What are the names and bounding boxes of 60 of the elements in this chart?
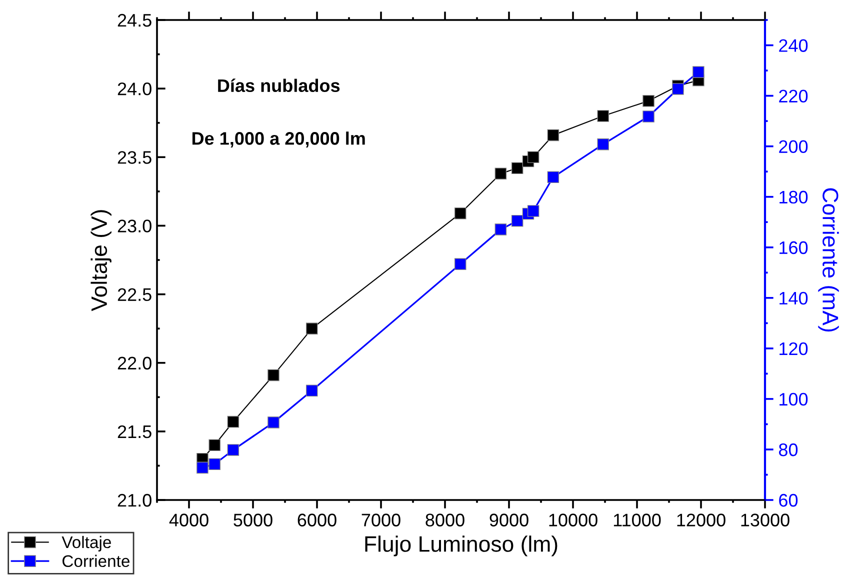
annotation: Días nublados (218, 78, 340, 92)
point (597, 110, 609, 122)
y2-axis-title: Corriente (mA) (818, 188, 839, 332)
point (454, 258, 466, 270)
point (306, 384, 318, 397)
y-tick-label: 23.5 (118, 151, 152, 164)
point (227, 416, 240, 428)
x-tick-label: 11000 (614, 514, 661, 526)
point (642, 110, 654, 122)
point (547, 129, 560, 142)
point (306, 322, 318, 334)
y-tick-label: 23.0 (118, 220, 152, 232)
point (494, 224, 507, 236)
point (527, 151, 540, 164)
point (511, 214, 524, 227)
point (547, 171, 560, 184)
y2-tick-label: 180 (780, 190, 808, 204)
y2-tick-label: 220 (779, 90, 808, 103)
x-tick-label: 5000 (234, 514, 272, 526)
point (227, 444, 240, 456)
x-axis-title: Flujo Luminoso (lm) (365, 536, 558, 556)
point (454, 207, 466, 220)
y2-tick-label: 120 (780, 342, 808, 356)
point (692, 66, 704, 78)
y2-tick-label: 60 (779, 494, 798, 507)
annotation: De 1,000 a 20,000 lm (192, 132, 365, 148)
x-tick-label: 8000 (426, 514, 464, 526)
x-tick-label: 7000 (362, 514, 400, 526)
point (672, 83, 684, 95)
y-tick-label: 21.0 (118, 494, 152, 507)
y-axis-title: Voltaje (V) (90, 210, 112, 312)
y-tick-label: 21.5 (118, 425, 152, 438)
y-tick-label: 24.5 (118, 14, 152, 27)
point (208, 458, 221, 470)
x-tick-label: 13000 (741, 514, 790, 526)
point (494, 168, 507, 180)
y2-tick-label: 100 (780, 392, 808, 406)
point (511, 162, 524, 174)
y2-tick-label: 140 (780, 292, 808, 305)
x-tick-label: 6000 (298, 514, 336, 526)
x-tick-label: 12000 (677, 514, 726, 526)
point (208, 439, 221, 452)
y2-tick-label: 160 (780, 241, 808, 254)
point (597, 138, 609, 150)
legend-label: Corriente (62, 554, 130, 568)
y-tick-label: 22.5 (118, 288, 152, 302)
y2-tick-label: 80 (778, 443, 798, 456)
point (196, 462, 208, 474)
legend-label: Voltaje (62, 536, 111, 552)
point (527, 205, 540, 217)
y-tick-label: 22.0 (118, 356, 152, 370)
x-tick-label: 10000 (549, 514, 598, 526)
point (268, 416, 280, 428)
y-tick-label: 24.0 (118, 82, 152, 96)
y2-tick-label: 200 (779, 140, 808, 154)
y2-tick-label: 240 (779, 39, 808, 52)
x-tick-label: 9000 (490, 514, 528, 526)
x-tick-label: 4000 (169, 514, 208, 526)
point (642, 95, 654, 107)
point (268, 369, 280, 382)
